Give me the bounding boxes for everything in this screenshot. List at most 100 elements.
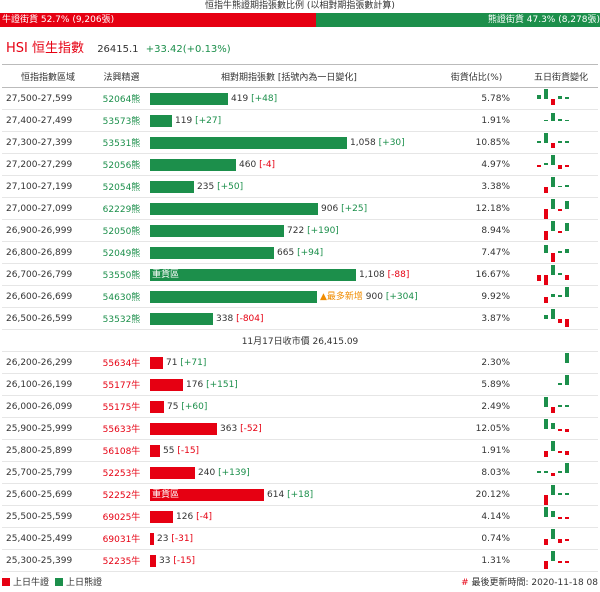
table-row[interactable]: 26,500-26,599 53532熊 338 [-804] 3.87% <box>2 307 598 330</box>
five-day-spark <box>524 461 598 484</box>
spark-bar <box>558 451 562 453</box>
bar-cell: ▲最多新增 900 [+304] <box>149 285 429 308</box>
share-pct: 12.05% <box>429 417 524 440</box>
warrant-code-link[interactable]: 54630熊 <box>94 285 149 308</box>
range-cell: 25,700-25,799 <box>2 461 94 484</box>
share-pct: 7.47% <box>429 241 524 264</box>
five-day-spark <box>524 439 598 462</box>
warrant-code-link[interactable]: 53532熊 <box>94 307 149 330</box>
table-row[interactable]: 27,200-27,299 52056熊 460 [-4] 4.97% <box>2 153 598 176</box>
count-label: ▲最多新增 900 [+304] <box>320 291 418 303</box>
warrant-code-link[interactable]: 53550熊 <box>94 263 149 286</box>
count-change: [-31] <box>171 534 194 544</box>
close-price-label: 11月17日收市價 26,415.09 <box>2 329 598 352</box>
share-pct: 8.03% <box>429 461 524 484</box>
warrant-code-link[interactable]: 55634牛 <box>94 351 149 374</box>
table-row[interactable]: 25,800-25,899 56108牛 55 [-15] 1.91% <box>2 439 598 462</box>
warrant-code-link[interactable]: 69025牛 <box>94 505 149 528</box>
share-pct: 3.38% <box>429 175 524 198</box>
spark-bar <box>544 507 548 517</box>
table-row[interactable]: 27,500-27,599 52064熊 419 [+48] 5.78% <box>2 87 598 110</box>
warrant-code-link[interactable]: 52056熊 <box>94 153 149 176</box>
spark-bar <box>558 319 562 323</box>
table-row[interactable]: 26,600-26,699 54630熊 ▲最多新增 900 [+304] 9.92% <box>2 285 598 308</box>
table-row[interactable]: 27,300-27,399 53531熊 1,058 [+30] 10.85% <box>2 131 598 154</box>
table-row[interactable]: 27,400-27,499 53573熊 119 [+27] 1.91% <box>2 109 598 132</box>
count-bar <box>150 533 154 545</box>
warrant-code-link[interactable]: 52252牛 <box>94 483 149 506</box>
table-row[interactable]: 26,000-26,099 55175牛 75 [+60] 2.49% <box>2 395 598 418</box>
count-change: [-804] <box>236 314 264 324</box>
count-label: 363 [-52] <box>220 423 262 435</box>
table-row[interactable]: 25,700-25,799 52253牛 240 [+139] 8.03% <box>2 461 598 484</box>
count-change: [+48] <box>251 94 278 104</box>
heavy-zone-tag: 重貨區 <box>152 270 180 280</box>
warrant-code-link[interactable]: 52235牛 <box>94 549 149 572</box>
spark-bar <box>544 315 548 319</box>
range-cell: 26,900-26,999 <box>2 219 94 242</box>
spark-bar <box>551 177 555 187</box>
count-bar <box>150 137 347 149</box>
share-pct: 8.94% <box>429 219 524 242</box>
range-cell: 26,800-26,899 <box>2 241 94 264</box>
cbbc-table: 恒指指數區域 法興精選 相對期指張數 [括號內為一日變化] 街貨佔比(%) 五日… <box>2 64 598 572</box>
share-pct: 2.30% <box>429 351 524 374</box>
table-row[interactable]: 25,300-25,399 52235牛 33 [-15] 1.31% <box>2 549 598 572</box>
warrant-code-link[interactable]: 62229熊 <box>94 197 149 220</box>
warrant-code-link[interactable]: 53531熊 <box>94 131 149 154</box>
table-row[interactable]: 26,100-26,199 55177牛 176 [+151] 5.89% <box>2 373 598 396</box>
spark-bar <box>565 120 569 121</box>
table-row[interactable]: 26,700-26,799 53550熊 重貨區 1,108 [-88] 16.67% <box>2 263 598 286</box>
table-row[interactable]: 25,900-25,999 55633牛 363 [-52] 12.05% <box>2 417 598 440</box>
spark-bar <box>558 186 562 187</box>
warrant-code-link[interactable]: 52050熊 <box>94 219 149 242</box>
spark-bar <box>558 405 562 407</box>
warrant-code-link[interactable]: 56108牛 <box>94 439 149 462</box>
warrant-code-link[interactable]: 52253牛 <box>94 461 149 484</box>
warrant-code-link[interactable]: 52064熊 <box>94 87 149 110</box>
count-change: [+304] <box>385 292 418 302</box>
table-row[interactable]: 26,900-26,999 52050熊 722 [+190] 8.94% <box>2 219 598 242</box>
table-row[interactable]: 26,800-26,899 52049熊 665 [+94] 7.47% <box>2 241 598 264</box>
table-row[interactable]: 27,000-27,099 62229熊 906 [+25] 12.18% <box>2 197 598 220</box>
warrant-code-link[interactable]: 55633牛 <box>94 417 149 440</box>
spark-bar <box>544 471 548 473</box>
share-pct: 2.49% <box>429 395 524 418</box>
footer: 上日牛證 上日熊證 # 最後更新時間: 2020-11-18 08 <box>0 576 600 590</box>
warrant-code-link[interactable]: 52049熊 <box>94 241 149 264</box>
warrant-code-link[interactable]: 55175牛 <box>94 395 149 418</box>
warrant-code-link[interactable]: 52054熊 <box>94 175 149 198</box>
count-bar <box>150 269 356 281</box>
table-row[interactable]: 25,400-25,499 69031牛 23 [-31] 0.74% <box>2 527 598 550</box>
bar-cell: 重貨區 1,108 [-88] <box>149 263 429 286</box>
bar-cell: 重貨區 614 [+18] <box>149 483 429 506</box>
spark-bar <box>551 221 555 231</box>
spark-bar <box>558 119 562 121</box>
warrant-code-link[interactable]: 55177牛 <box>94 373 149 396</box>
count-change: [+25] <box>341 204 368 214</box>
table-row[interactable]: 25,600-25,699 52252牛 重貨區 614 [+18] 20.12% <box>2 483 598 506</box>
five-day-spark <box>524 131 598 154</box>
count-value: 338 <box>216 314 234 324</box>
bar-cell: 240 [+139] <box>149 461 429 484</box>
count-label: 55 [-15] <box>163 445 199 457</box>
last-updated: # 最後更新時間: 2020-11-18 08 <box>461 576 598 590</box>
warrant-code-link[interactable]: 53573熊 <box>94 109 149 132</box>
share-pct: 0.74% <box>429 527 524 550</box>
table-row[interactable]: 27,100-27,199 52054熊 235 [+50] 3.38% <box>2 175 598 198</box>
bar-cell: 126 [-4] <box>149 505 429 528</box>
spark-bar <box>565 463 569 473</box>
count-label: 460 [-4] <box>239 159 275 171</box>
table-row[interactable]: 25,500-25,599 69025牛 126 [-4] 4.14% <box>2 505 598 528</box>
index-symbol[interactable]: HSI 恒生指數 <box>6 41 84 56</box>
count-change: [+190] <box>307 226 339 236</box>
count-value: 240 <box>198 468 216 478</box>
count-value: 614 <box>267 490 285 500</box>
bar-cell: 71 [+71] <box>149 351 429 374</box>
count-label: 119 [+27] <box>175 115 221 127</box>
count-bar <box>150 115 172 127</box>
five-day-spark <box>524 351 598 374</box>
count-value: 1,108 <box>359 270 385 280</box>
table-row[interactable]: 26,200-26,299 55634牛 71 [+71] 2.30% <box>2 351 598 374</box>
warrant-code-link[interactable]: 69031牛 <box>94 527 149 550</box>
